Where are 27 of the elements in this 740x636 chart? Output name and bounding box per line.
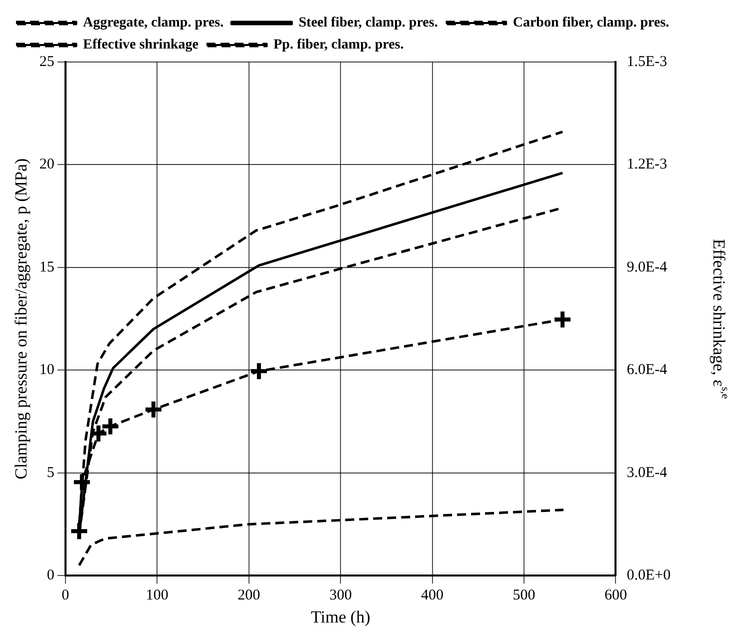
y2-tick-label: 6.0E-4 [626,362,668,378]
x-axis-title: Time (h) [310,607,370,626]
x-tick-label: 600 [604,588,627,604]
legend-label: Aggregate, clamp. pres. [83,16,224,31]
x-tick-label: 300 [329,588,352,604]
y-tick-label: 10 [39,362,54,378]
y2-tick-label: 1.5E-3 [626,54,668,70]
x-tick-label: 200 [238,588,260,604]
y-tick-label: 25 [39,54,54,70]
x-tick-label: 0 [62,588,70,604]
x-tick-label: 400 [421,588,444,604]
y2-axis-title: Effective shrinkage, εs,e [710,238,731,399]
y2-tick-label: 0.0E+0 [626,568,671,584]
x-tick-label: 100 [146,588,168,604]
y-tick-label: 15 [39,259,54,276]
legend-label: Pp. fiber, clamp. pres. [273,38,404,53]
y2-tick-label: 1.2E-3 [626,156,668,173]
legend-label: Steel fiber, clamp. pres. [298,16,438,31]
y-tick-label: 5 [46,464,54,481]
y-tick-label: 20 [39,156,54,173]
y2-tick-label: 3.0E-4 [626,464,668,481]
y-axis-title: Clamping pressure on fiber/aggregate, p (MPa) [12,158,31,480]
y-tick-label: 0 [46,568,54,584]
y2-tick-label: 9.0E-4 [626,259,668,276]
legend-label: Effective shrinkage [83,38,198,53]
x-tick-label: 500 [512,588,536,604]
legend-label: Carbon fiber, clamp. pres. [512,16,670,31]
